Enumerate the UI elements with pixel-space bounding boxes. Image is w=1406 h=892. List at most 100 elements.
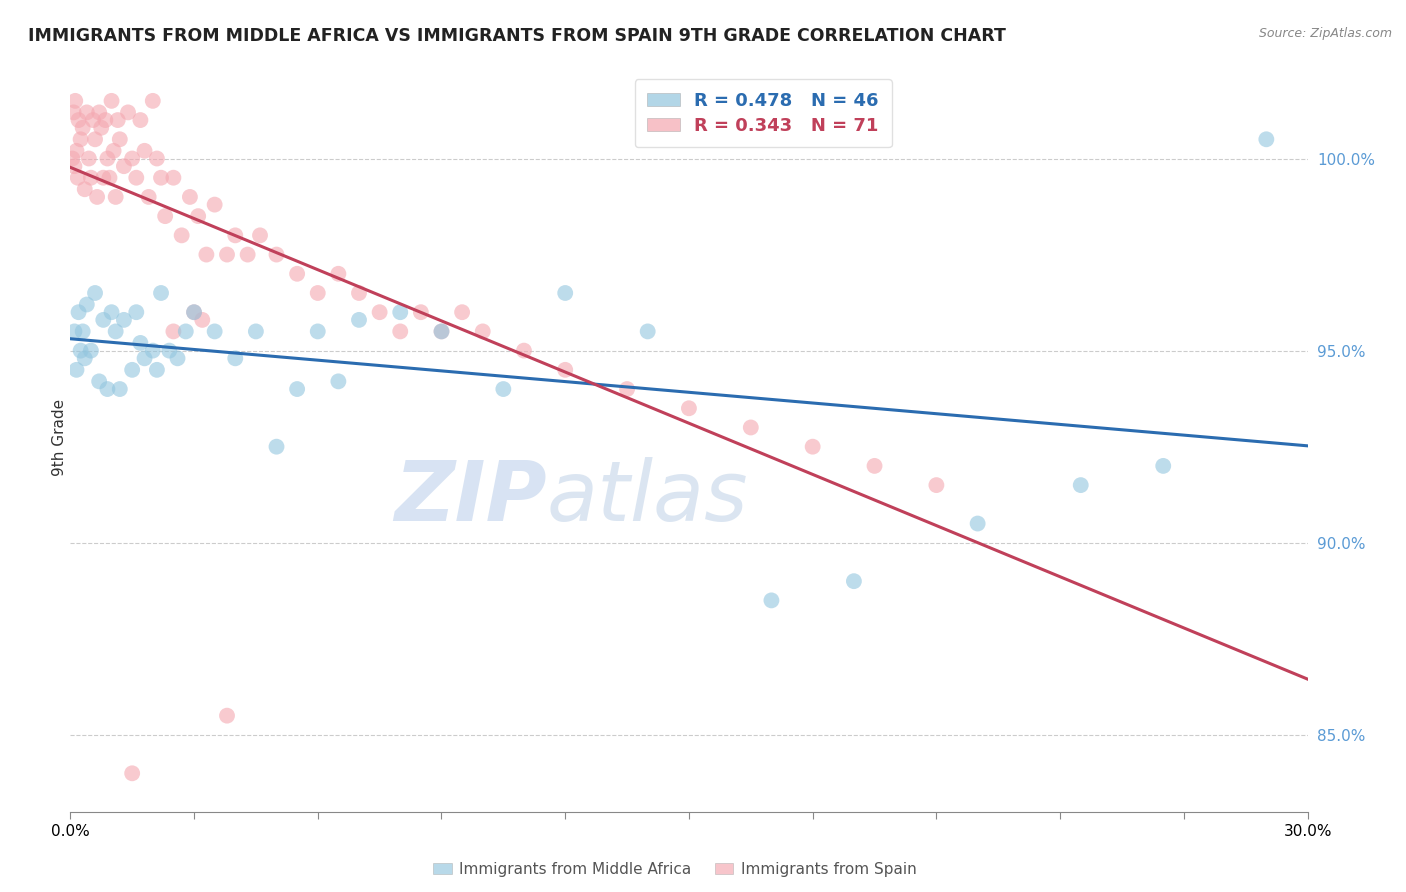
Point <box>215 247 238 261</box>
Point <box>554 285 576 300</box>
Point <box>121 363 143 377</box>
Point <box>138 190 160 204</box>
Point <box>94 113 117 128</box>
Point <box>245 325 267 339</box>
Point <box>108 382 131 396</box>
Point <box>157 343 180 358</box>
Point <box>146 152 169 166</box>
Point <box>863 458 886 473</box>
Point <box>129 335 152 350</box>
Point <box>62 105 84 120</box>
Point <box>150 285 173 300</box>
Point <box>84 285 107 300</box>
Point <box>389 325 412 339</box>
Point <box>91 170 114 185</box>
Point <box>146 363 169 377</box>
Point <box>179 190 201 204</box>
Point <box>63 325 86 339</box>
Point <box>678 401 700 416</box>
Point <box>112 159 135 173</box>
Point <box>100 305 122 319</box>
Point <box>842 574 865 589</box>
Point <box>153 209 176 223</box>
Point <box>368 305 391 319</box>
Point <box>224 228 246 243</box>
Point <box>801 440 824 454</box>
Point <box>285 267 308 281</box>
Point <box>107 113 129 128</box>
Point <box>740 420 762 434</box>
Point <box>86 190 108 204</box>
Point <box>142 94 165 108</box>
Point <box>125 305 148 319</box>
Point <box>191 313 214 327</box>
Point <box>249 228 271 243</box>
Point <box>347 285 370 300</box>
Point <box>195 247 218 261</box>
Point <box>77 152 100 166</box>
Point <box>65 144 87 158</box>
Legend: R = 0.478   N = 46, R = 0.343   N = 71: R = 0.478 N = 46, R = 0.343 N = 71 <box>636 79 891 147</box>
Point <box>89 105 111 120</box>
Text: Source: ZipAtlas.com: Source: ZipAtlas.com <box>1258 27 1392 40</box>
Point <box>266 440 288 454</box>
Point <box>76 297 98 311</box>
Legend: Immigrants from Middle Africa, Immigrants from Spain: Immigrants from Middle Africa, Immigrant… <box>426 854 924 884</box>
Point <box>492 382 515 396</box>
Point <box>183 305 205 319</box>
Point <box>925 478 948 492</box>
Point <box>389 305 412 319</box>
Point <box>65 363 87 377</box>
Point <box>91 313 114 327</box>
Point <box>67 113 90 128</box>
Point <box>966 516 988 531</box>
Point <box>65 94 87 108</box>
Point <box>66 170 89 185</box>
Point <box>471 325 494 339</box>
Point <box>121 766 143 780</box>
Point <box>104 190 127 204</box>
Point <box>204 325 226 339</box>
Point <box>430 325 453 339</box>
Point <box>451 305 474 319</box>
Text: IMMIGRANTS FROM MIDDLE AFRICA VS IMMIGRANTS FROM SPAIN 9TH GRADE CORRELATION CHA: IMMIGRANTS FROM MIDDLE AFRICA VS IMMIGRA… <box>28 27 1007 45</box>
Point <box>72 325 94 339</box>
Point <box>108 132 131 146</box>
Point <box>73 351 96 366</box>
Point <box>103 144 125 158</box>
Point <box>60 152 83 166</box>
Point <box>166 351 188 366</box>
Point <box>82 113 104 128</box>
Point <box>98 170 121 185</box>
Point <box>513 343 536 358</box>
Point <box>89 375 111 389</box>
Y-axis label: 9th Grade: 9th Grade <box>52 399 66 475</box>
Text: ZIP: ZIP <box>394 457 547 538</box>
Point <box>328 375 350 389</box>
Point <box>69 343 91 358</box>
Point <box>204 197 226 211</box>
Point <box>96 152 118 166</box>
Point <box>637 325 659 339</box>
Point <box>134 351 156 366</box>
Point <box>328 267 350 281</box>
Point <box>142 343 165 358</box>
Point <box>73 182 96 196</box>
Point <box>162 170 184 185</box>
Point <box>125 170 148 185</box>
Point <box>134 144 156 158</box>
Point <box>129 113 152 128</box>
Point <box>72 120 94 135</box>
Point <box>162 325 184 339</box>
Point <box>90 120 112 135</box>
Point <box>761 593 783 607</box>
Point <box>150 170 173 185</box>
Point <box>67 305 90 319</box>
Text: atlas: atlas <box>547 457 748 538</box>
Point <box>84 132 107 146</box>
Point <box>80 343 103 358</box>
Point <box>170 228 193 243</box>
Point <box>112 313 135 327</box>
Point <box>104 325 127 339</box>
Point <box>76 105 98 120</box>
